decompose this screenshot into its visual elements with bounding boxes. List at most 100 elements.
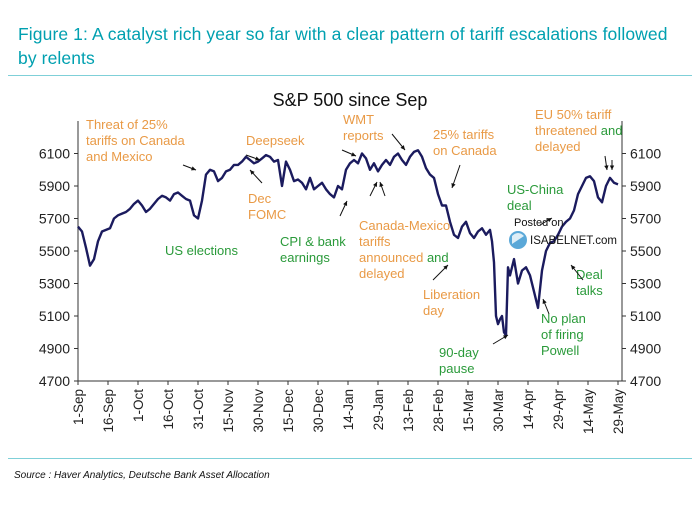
x-tick-label: 30-Mar [491,389,506,432]
y-tick-label-left: 4700 [39,373,70,389]
x-tick-label: 14-Jan [341,389,356,430]
annotation-line: tariffs [359,234,391,249]
annotation-label: Liberation day [423,287,480,318]
annotation-line: No plan [541,311,586,326]
y-tick-label-left: 5300 [39,276,70,292]
source-note: Source : Haver Analytics, Deutsche Bank … [14,470,270,481]
annotation-line: announced and [359,250,449,265]
annotation-line: of firing [541,327,584,342]
x-tick-label: 1-Sep [71,389,86,425]
y-tick-label-right: 4900 [630,341,661,357]
x-tick-label: 15-Mar [461,389,476,432]
annotation-label: Canada-Mexico tariffs announced and delayed [359,218,450,281]
annotation-arrowhead [604,165,609,170]
annotation-label: Deepseek [246,133,305,148]
x-tick-labels: 1-Sep 16-Sep 1-Oct 16-Oct 31-Oct 15-Nov 30-Nov… [71,389,626,435]
annotation-label: US elections [165,243,238,258]
annotation-line: Deal [576,267,603,282]
annotation-line: earnings [280,250,330,265]
annotation-arrowhead [351,152,356,157]
annotation-label: No plan of firing Powell [541,311,586,358]
annotation-line: and Mexico [86,149,152,164]
annotation-label: Deal talks [576,267,603,298]
annotation-line: delayed [359,266,405,281]
annotation-line: WMT [343,112,374,127]
annotation-line: EU 50% tariff [535,107,612,122]
x-tick-label: 29-Apr [551,389,566,430]
y-tick-label-right: 5100 [630,308,661,324]
x-tick-label: 14-May [581,389,596,434]
annotation-word: and [427,250,449,265]
annotation-line: FOMC [248,207,286,222]
annotation-label: US-China deal [507,182,564,213]
annotation-line: 90-day [439,345,479,360]
x-tick-label: 14-Apr [521,389,536,430]
annotation-line: US elections [165,243,238,258]
annotation-line: 25% tariffs [433,127,495,142]
top-divider [8,75,692,76]
bottom-divider [8,458,692,459]
annotation-line: Canada-Mexico [359,218,450,233]
annotation-line: deal [507,198,532,213]
x-tick-label: 1-Oct [131,389,146,422]
annotation-arrowhead [443,265,448,270]
annotation-label: 90-day pause [439,345,479,376]
annotation-arrowhead [191,166,196,171]
watermark-text-1: Posted on [514,217,564,229]
x-tick-label: 28-Feb [431,389,446,432]
annotation-line: day [423,303,444,318]
annotation-label: Dec FOMC [248,191,286,222]
annotation-arrowhead [547,218,552,223]
annotation-arrowhead [343,201,348,206]
annotation-word: and [601,123,623,138]
annotation-arrows [182,133,615,345]
x-tick-label: 13-Feb [401,389,416,432]
x-tick-label: 31-Oct [191,389,206,430]
annotation-line: delayed [535,139,581,154]
y-tick-label-right: 4700 [630,373,661,389]
y-tick-label-right: 5900 [630,178,661,194]
y-tick-labels-right: 4700 4900 5100 5300 5500 5700 5900 6100 [630,146,661,390]
y-tick-label-left: 5500 [39,243,70,259]
annotation-label: CPI & bank earnings [280,234,346,265]
annotation-label: EU 50% tariff threatened and delayed [535,107,622,154]
annotation-label: 25% tariffs on Canada [433,127,497,158]
y-tick-label-left: 5900 [39,178,70,194]
annotation-arrowhead [250,170,255,175]
annotation-line: Threat of 25% [86,117,168,132]
annotation-line: Dec [248,191,272,206]
annotation-arrowhead [373,182,377,187]
x-tick-label: 29-May [611,389,626,434]
x-tick-label: 30-Nov [251,389,266,433]
annotation-arrowhead [379,182,384,187]
annotation-line: tariffs on Canada [86,133,186,148]
annotation-line: pause [439,361,474,376]
y-tick-label-right: 5700 [630,211,661,227]
watermark-text-2: ISABELNET.com [530,235,617,247]
y-tick-labels-left: 4700 4900 5100 5300 5500 5700 5900 6100 [39,146,70,390]
watermark-swoosh-icon [512,233,524,244]
annotation-label: Threat of 25% tariffs on Canada and Mexico [86,117,186,164]
annotations: Threat of 25% tariffs on Canada and Mexico… [86,107,622,376]
annotation-arrowhead [400,145,405,150]
y-tick-label-left: 5100 [39,308,70,324]
annotation-arrowhead [451,183,456,188]
x-tick-label: 16-Oct [161,389,176,430]
sp500-series-line [77,149,619,337]
annotation-arrowhead [609,165,615,170]
x-tick-label: 29-Jan [371,389,386,430]
y-tick-label-right: 5500 [630,243,661,259]
annotation-line: US-China [507,182,564,197]
annotation-arrowhead [542,299,547,304]
chart-title: S&P 500 since Sep [272,90,428,110]
annotation-line: Powell [541,343,579,358]
annotation-line: threatened and [535,123,622,138]
axes [74,121,626,385]
annotation-line: Liberation [423,287,480,302]
annotation-line: CPI & bank [280,234,346,249]
annotation-label: WMT reports [343,112,384,143]
annotation-arrowhead [571,265,576,270]
annotation-line: reports [343,128,384,143]
y-tick-label-right: 6100 [630,146,661,162]
